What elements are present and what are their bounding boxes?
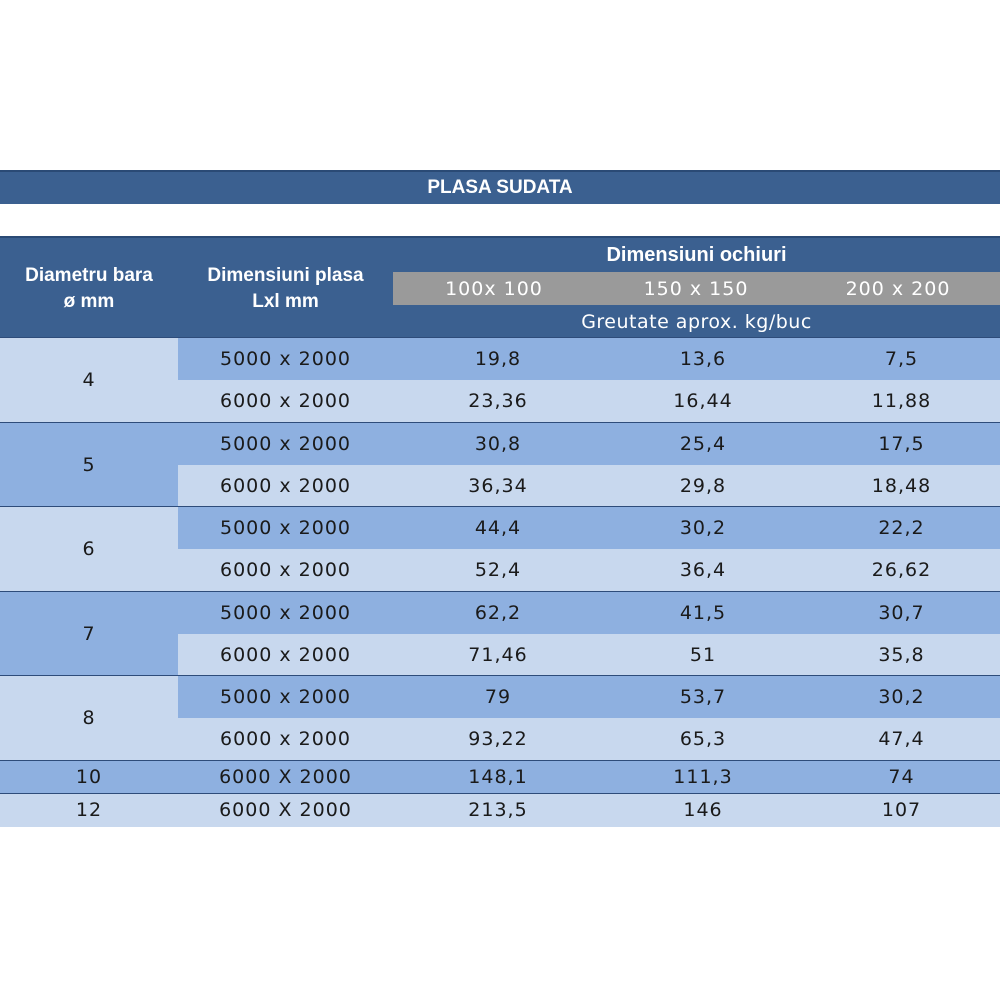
weight-cell-w200: 17,5	[803, 422, 1000, 465]
mesh-size-cell: 6000 X 2000	[178, 760, 393, 794]
header-mesh-size-line1: Dimensiuni plasa	[207, 265, 364, 286]
mesh-size-cell: 5000 x 2000	[178, 422, 393, 465]
diameter-cell: 7	[0, 591, 178, 676]
mesh-size-cell: 6000 x 2000	[178, 464, 393, 507]
header-diameter-line1: Diametru bara	[25, 265, 153, 286]
weight-cell-w150: 41,5	[603, 591, 803, 634]
diameter-cell: 4	[0, 338, 178, 423]
weight-cell-w150: 29,8	[603, 464, 803, 507]
weight-cell-w150: 53,7	[603, 676, 803, 719]
weight-cell-w150: 16,44	[603, 380, 803, 423]
weight-cell-w100: 148,1	[393, 760, 603, 794]
header-weight-label: Greutate aprox. kg/buc	[581, 310, 812, 333]
mesh-size-cell: 5000 x 2000	[178, 676, 393, 719]
weight-cell-w100: 44,4	[393, 507, 603, 550]
weight-cell-w100: 19,8	[393, 338, 603, 381]
header-diameter: Diametru bara ø mm	[0, 238, 178, 340]
mesh-size-cell: 5000 x 2000	[178, 507, 393, 550]
mesh-size-cell: 5000 x 2000	[178, 591, 393, 634]
spacer-row	[0, 204, 1000, 236]
mesh-size-cell: 5000 x 2000	[178, 338, 393, 381]
header-mesh-size: Dimensiuni plasa Lxl mm	[178, 238, 393, 340]
weight-cell-w100: 23,36	[393, 380, 603, 423]
weight-cell-w200: 74	[803, 760, 1000, 794]
header-mesh-100: 100x 100	[445, 277, 543, 300]
diameter-cell: 8	[0, 676, 178, 761]
weight-cell-w200: 7,5	[803, 338, 1000, 381]
header-mesh-150: 150 x 150	[643, 277, 749, 300]
weight-cell-w200: 107	[803, 793, 1000, 827]
header-opening-dimensions: Dimensiuni ochiuri	[606, 243, 787, 266]
diameter-cell: 12	[0, 793, 178, 827]
mesh-size-cell: 6000 x 2000	[178, 633, 393, 676]
weight-cell-w150: 111,3	[603, 760, 803, 794]
header-mesh-200: 200 x 200	[845, 277, 951, 300]
diameter-cell: 6	[0, 507, 178, 592]
weight-cell-w200: 47,4	[803, 718, 1000, 761]
weight-cell-w200: 30,2	[803, 676, 1000, 719]
weight-cell-w100: 62,2	[393, 591, 603, 634]
weight-cell-w100: 213,5	[393, 793, 603, 827]
header-mesh-size-line2: Lxl mm	[252, 291, 319, 312]
weight-cell-w200: 11,88	[803, 380, 1000, 423]
mesh-size-cell: 6000 x 2000	[178, 380, 393, 423]
weight-cell-w100: 71,46	[393, 633, 603, 676]
weight-cell-w150: 51	[603, 633, 803, 676]
weight-cell-w200: 18,48	[803, 464, 1000, 507]
weight-cell-w200: 26,62	[803, 549, 1000, 592]
weight-cell-w100: 36,34	[393, 464, 603, 507]
header-mesh-sizes-row: 100x 100 150 x 150 200 x 200	[393, 272, 1000, 305]
weight-cell-w100: 30,8	[393, 422, 603, 465]
weight-cell-w100: 52,4	[393, 549, 603, 592]
weight-cell-w150: 65,3	[603, 718, 803, 761]
weight-cell-w150: 25,4	[603, 422, 803, 465]
weight-cell-w150: 13,6	[603, 338, 803, 381]
header-diameter-line2: ø mm	[63, 291, 115, 312]
weight-cell-w200: 30,7	[803, 591, 1000, 634]
weight-cell-w150: 30,2	[603, 507, 803, 550]
weight-cell-w150: 146	[603, 793, 803, 827]
weight-cell-w100: 93,22	[393, 718, 603, 761]
mesh-size-cell: 6000 x 2000	[178, 718, 393, 761]
table-title: PLASA SUDATA	[0, 170, 1000, 204]
weight-cell-w200: 35,8	[803, 633, 1000, 676]
weight-cell-w150: 36,4	[603, 549, 803, 592]
diameter-cell: 5	[0, 422, 178, 507]
table-header: Diametru bara ø mm Dimensiuni plasa Lxl …	[0, 236, 1000, 338]
weight-cell-w100: 79	[393, 676, 603, 719]
mesh-size-cell: 6000 X 2000	[178, 793, 393, 827]
mesh-size-cell: 6000 x 2000	[178, 549, 393, 592]
weight-cell-w200: 22,2	[803, 507, 1000, 550]
diameter-cell: 10	[0, 760, 178, 794]
